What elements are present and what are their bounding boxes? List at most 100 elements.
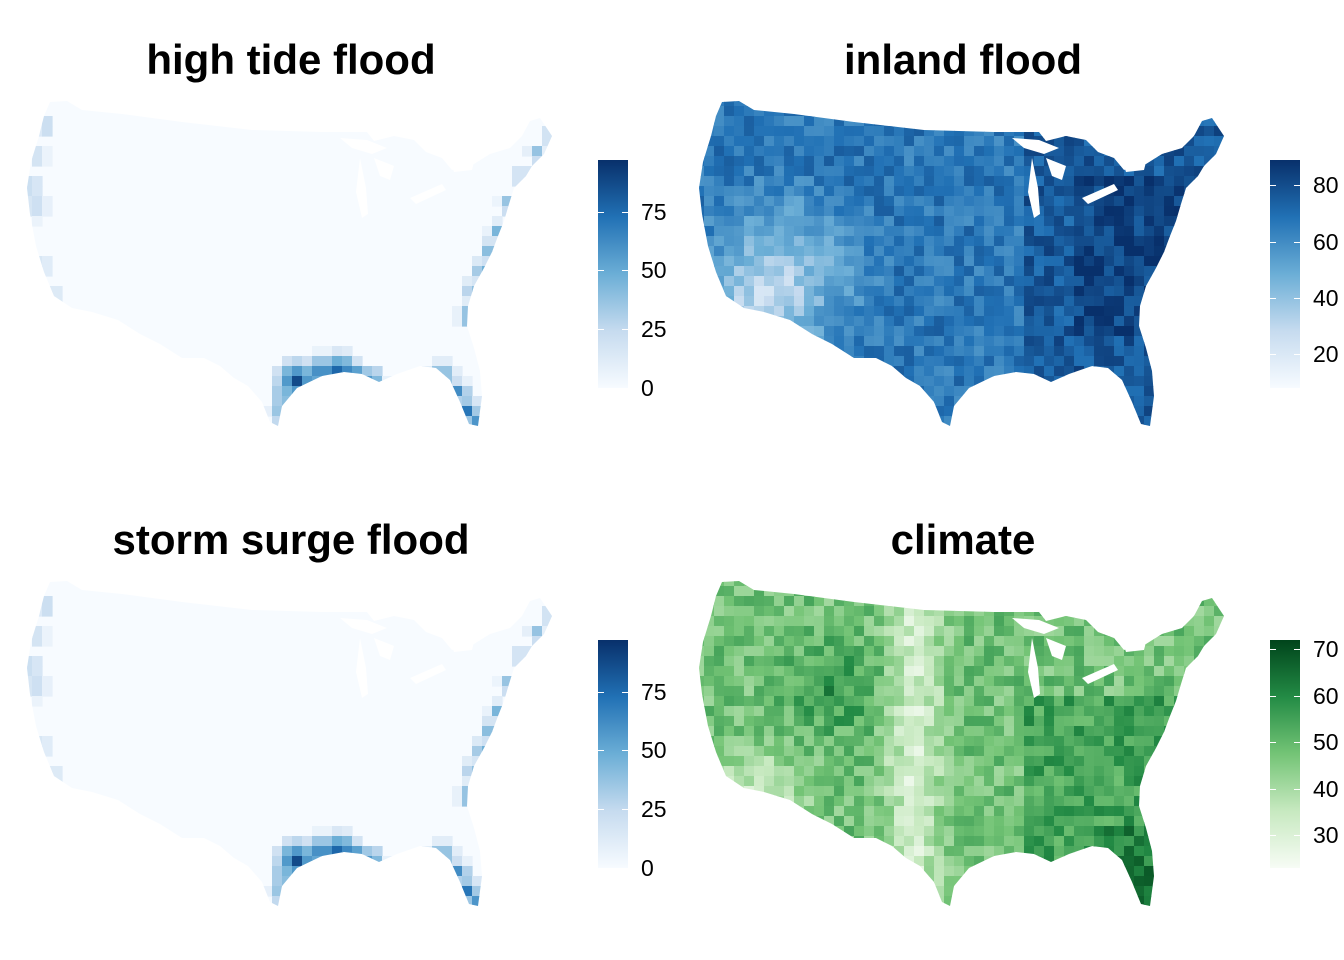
county-cell — [864, 776, 875, 787]
county-cell — [1084, 816, 1095, 827]
county-cell — [1174, 346, 1185, 357]
county-cell — [1174, 666, 1185, 677]
county-cell — [934, 656, 945, 667]
county-cell — [1094, 696, 1105, 707]
county-cell — [1064, 876, 1075, 887]
county-cell — [794, 116, 805, 127]
county-cell — [1004, 646, 1015, 657]
county-cell — [1184, 876, 1195, 887]
county-cell — [1164, 626, 1175, 637]
county-cell — [1004, 896, 1015, 906]
county-cell — [1174, 406, 1185, 417]
county-cell — [1214, 656, 1224, 667]
county-cell — [1194, 246, 1205, 257]
county-cell — [1174, 206, 1185, 217]
county-cell — [954, 696, 965, 707]
county-cell — [1014, 116, 1025, 127]
county-cell — [1024, 906, 1035, 916]
county-cell — [844, 386, 855, 397]
county-cell — [472, 746, 483, 757]
county-cell — [994, 746, 1005, 757]
county-cell — [744, 376, 755, 387]
county-cell — [1144, 286, 1155, 297]
county-cell — [944, 786, 955, 797]
county-cell — [372, 376, 383, 387]
county-cell — [794, 581, 805, 587]
county-cell — [1214, 736, 1224, 747]
county-cell — [1194, 276, 1205, 287]
county-cell — [472, 286, 483, 297]
county-cell — [1074, 386, 1085, 397]
county-cell — [1034, 876, 1045, 887]
county-cell — [934, 626, 945, 637]
county-cell — [1094, 126, 1105, 137]
county-cell — [1054, 626, 1065, 637]
county-cell — [794, 146, 805, 157]
county-cell — [1224, 426, 1234, 436]
county-cell — [734, 386, 745, 397]
county-cell — [794, 136, 805, 147]
county-cell — [1154, 746, 1165, 757]
county-cell — [734, 186, 745, 197]
county-cell — [1174, 236, 1185, 247]
county-cell — [1124, 196, 1135, 207]
county-cell — [1024, 326, 1035, 337]
county-cell — [884, 826, 895, 837]
county-cell — [699, 816, 705, 827]
county-cell — [944, 286, 955, 297]
county-cell — [934, 116, 945, 127]
county-cell — [884, 106, 895, 117]
county-cell — [974, 266, 985, 277]
county-cell — [844, 866, 855, 877]
county-cell — [1164, 806, 1175, 817]
county-cell — [1144, 806, 1155, 817]
county-cell — [904, 896, 915, 906]
county-cell — [1204, 386, 1215, 397]
county-cell — [1154, 156, 1165, 167]
county-cell — [1124, 866, 1135, 877]
county-cell — [914, 746, 925, 757]
county-cell — [784, 766, 795, 777]
county-cell — [834, 696, 845, 707]
county-cell — [984, 346, 995, 357]
county-cell — [744, 226, 755, 237]
county-cell — [834, 606, 845, 617]
county-cell — [1074, 886, 1085, 897]
legend-color-bar — [598, 160, 628, 388]
county-cell — [784, 581, 795, 587]
county-cell — [1034, 596, 1045, 607]
county-cell — [954, 806, 965, 817]
county-cell — [804, 816, 815, 827]
county-cell — [824, 246, 835, 257]
county-cell — [1094, 386, 1105, 397]
county-cell — [1154, 386, 1165, 397]
county-cell — [492, 246, 503, 257]
county-cell — [1074, 786, 1085, 797]
county-cell — [1064, 296, 1075, 307]
county-cell — [704, 406, 715, 417]
county-cell — [774, 296, 785, 307]
county-cell — [362, 386, 373, 397]
county-cell — [804, 716, 815, 727]
county-cell — [724, 886, 735, 897]
county-cell — [1144, 736, 1155, 747]
county-cell — [734, 406, 745, 417]
county-cell — [1144, 816, 1155, 827]
county-cell — [864, 856, 875, 867]
county-cell — [699, 616, 705, 627]
county-cell — [1164, 101, 1175, 107]
county-cell — [894, 796, 905, 807]
county-cell — [714, 826, 725, 837]
legend-tick-label: 60 — [1313, 228, 1339, 255]
county-cell — [1184, 126, 1195, 137]
county-cell — [1064, 336, 1075, 347]
county-cell — [1094, 596, 1105, 607]
county-cell — [1214, 226, 1224, 237]
county-cell — [844, 306, 855, 317]
county-cell — [1174, 596, 1185, 607]
county-cell — [1164, 846, 1175, 857]
county-cell — [452, 376, 463, 387]
county-cell — [914, 646, 925, 657]
county-cell — [1044, 216, 1055, 227]
county-cell — [774, 186, 785, 197]
